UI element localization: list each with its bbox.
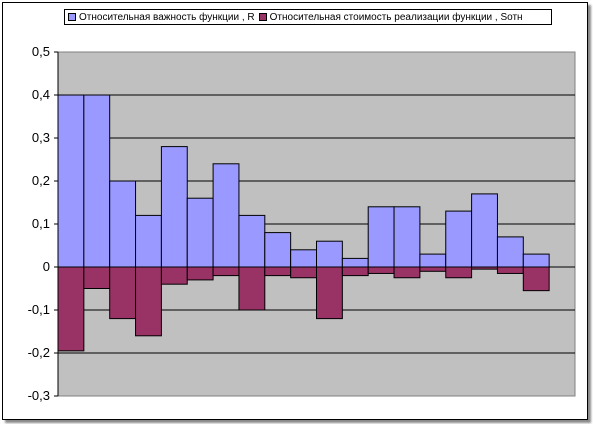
bar-importance (83, 94, 111, 268)
y-tick-label: -0,3 (28, 388, 50, 403)
bar-importance (57, 94, 85, 268)
bar-cost (238, 266, 266, 311)
bar-importance (393, 206, 421, 268)
bar-cost (57, 266, 85, 352)
bar-importance (316, 240, 343, 268)
bar-cost (264, 266, 292, 277)
legend: Относительная важность функции , R Относ… (64, 9, 552, 25)
legend-label-s: Относительная стоимость реализации функц… (269, 11, 523, 23)
legend-item-s: Относительная стоимость реализации функц… (258, 11, 523, 23)
bar-importance (186, 197, 214, 268)
bar-importance (522, 253, 550, 268)
y-tick-label: 0,3 (32, 130, 50, 145)
bar-importance (238, 214, 266, 268)
y-tick-label: 0,2 (32, 173, 50, 188)
bar-cost (212, 266, 240, 277)
bar-cost (135, 266, 162, 337)
bar-importance (290, 249, 317, 268)
bar-importance (160, 146, 188, 268)
bar-importance (471, 193, 498, 268)
y-tick-label: 0,5 (32, 44, 50, 59)
bar-importance (341, 257, 369, 268)
bar-cost (496, 266, 524, 274)
bar-cost (393, 266, 421, 279)
legend-swatch-s (258, 13, 267, 21)
bar-cost (186, 266, 214, 281)
bar-importance (367, 206, 395, 268)
bar-cost (290, 266, 317, 279)
bar-cost (445, 266, 473, 279)
legend-swatch-r (68, 13, 76, 21)
bar-cost (160, 266, 188, 285)
y-tick-label: 0 (43, 259, 50, 274)
legend-item-r: Относительная важность функции , R (68, 12, 255, 23)
bar-cost (341, 266, 369, 277)
bar-importance (496, 236, 524, 268)
bar-cost (367, 266, 395, 274)
y-tick-label: 0,4 (32, 87, 50, 102)
y-tick-label: 0,1 (32, 216, 50, 231)
bar-cost (419, 266, 447, 272)
bar-importance (445, 210, 473, 268)
bar-importance (419, 253, 447, 268)
y-tick-label: -0,1 (28, 302, 50, 317)
bar-cost (83, 266, 111, 289)
bar-importance (264, 232, 292, 268)
legend-label-r: Относительная важность функции , R (79, 11, 255, 23)
bar-cost (109, 266, 137, 320)
y-tick-label: -0,2 (28, 345, 50, 360)
bar-importance (109, 180, 137, 268)
bar-importance (212, 163, 240, 268)
bar-cost (522, 266, 550, 292)
bar-importance (135, 214, 162, 268)
bar-cost (316, 266, 343, 320)
